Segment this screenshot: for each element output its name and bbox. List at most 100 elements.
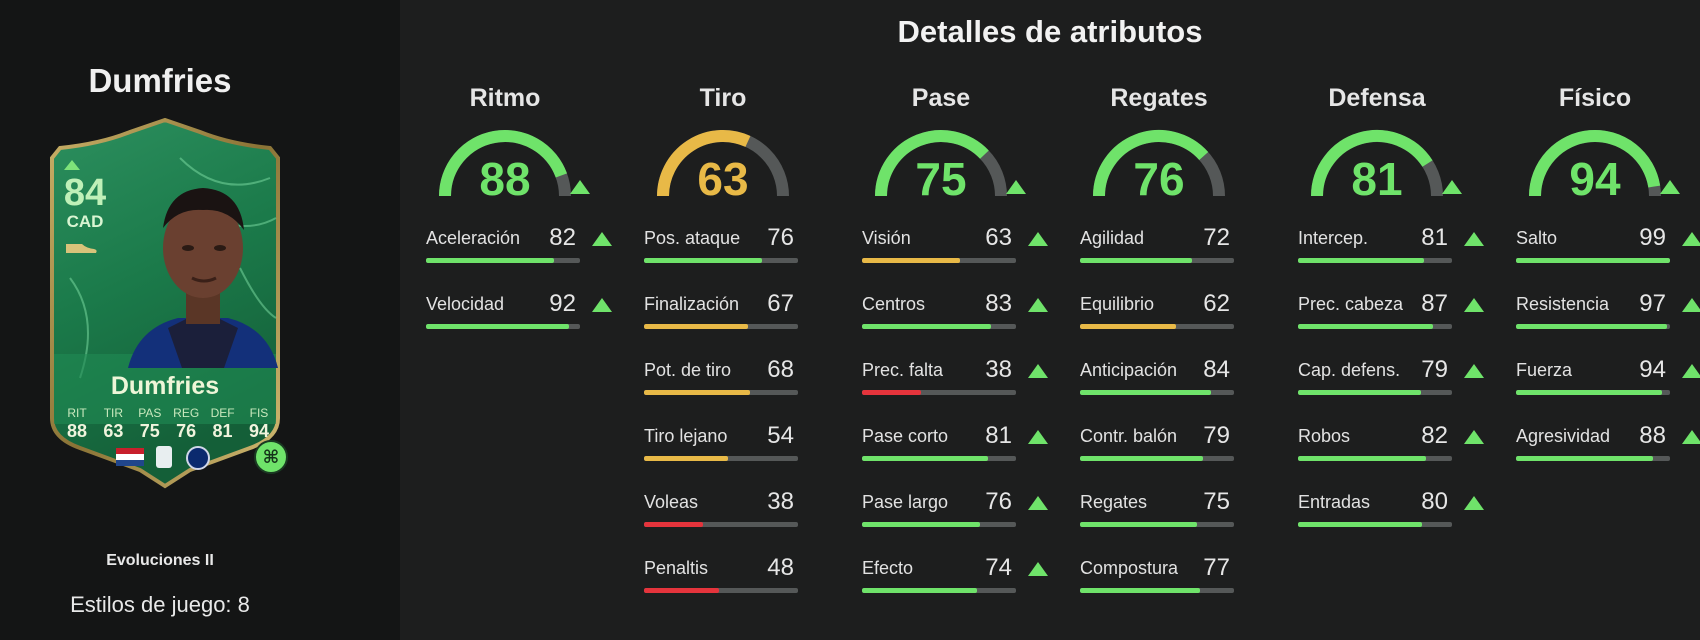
card-stat: TIR 63 <box>96 406 130 442</box>
card-stat: DEF 81 <box>206 406 240 442</box>
card-stat-label: PAS <box>138 406 162 420</box>
attribute-value: 62 <box>1203 290 1230 317</box>
card-stat: PAS 75 <box>133 406 167 442</box>
attribute-label: Agilidad <box>1080 228 1145 248</box>
attribute-bar-fill <box>862 456 988 461</box>
attribute-value: 81 <box>985 422 1012 449</box>
attribute-bar <box>1516 258 1670 263</box>
attribute-value: 82 <box>1421 422 1448 449</box>
gauge-fill <box>439 130 568 197</box>
attribute-bar-fill <box>1516 258 1670 263</box>
attribute-bar <box>426 258 580 263</box>
attribute-label: Salto <box>1516 228 1558 248</box>
upgrade-arrow-icon <box>1464 232 1484 246</box>
category-value: 76 <box>1133 153 1185 205</box>
attribute-bar-fill <box>1080 522 1197 527</box>
upgrade-arrow-icon <box>592 298 612 312</box>
attribute-label: Pos. ataque <box>644 228 741 248</box>
attribute-value: 76 <box>985 488 1012 515</box>
upgrade-arrow-icon <box>1028 496 1048 510</box>
attribute-bar <box>644 522 798 527</box>
card-stat-value: 88 <box>66 421 88 441</box>
attribute-bar <box>1080 390 1234 395</box>
club-badge-icon <box>186 446 210 470</box>
attribute-label: Pot. de tiro <box>644 360 732 380</box>
attribute-bar <box>862 522 1016 527</box>
attribute-row: Compostura 77 <box>1080 554 1280 598</box>
gauge-fill <box>1529 130 1661 197</box>
category-title: Físico <box>1558 84 1632 112</box>
attribute-bar-fill <box>644 588 719 593</box>
attribute-column: Físico 94 Salto 99 Resistencia 97 Fuerza 94 Agre… <box>1500 80 1700 640</box>
attribute-row: Agresividad 88 <box>1516 422 1700 466</box>
attribute-row: Tiro lejano 54 <box>644 422 844 466</box>
player-card[interactable]: 84 CAD Dumfries RIT 88 TIR 63 <box>40 118 290 490</box>
category-value: 94 <box>1569 153 1621 205</box>
card-stat-value: 75 <box>139 421 160 441</box>
page-title: Detalles de atributos <box>897 14 1203 49</box>
attribute-row: Resistencia 97 <box>1516 290 1700 334</box>
attribute-bar-fill <box>1516 390 1663 395</box>
attribute-label: Regates <box>1080 492 1148 512</box>
attribute-value: 79 <box>1203 422 1230 449</box>
upgrade-arrow-icon <box>1028 232 1048 246</box>
attribute-bar-fill <box>1298 258 1424 263</box>
gauge-fill <box>1311 130 1433 197</box>
attribute-row: Pase corto 81 <box>862 422 1062 466</box>
category-title: Defensa <box>1328 84 1426 112</box>
attribute-value: 74 <box>985 554 1012 581</box>
attribute-bar-fill <box>1516 324 1667 329</box>
upgrade-arrow-icon <box>1028 562 1048 576</box>
attribute-label: Compostura <box>1080 558 1179 578</box>
card-rating: 84 <box>63 172 107 214</box>
category-gauge <box>439 130 571 197</box>
category-value: 63 <box>697 153 749 205</box>
attribute-row: Pase largo 76 <box>862 488 1062 532</box>
attribute-value: 92 <box>549 290 576 317</box>
card-stat-label: TIR <box>103 406 124 420</box>
attribute-bar <box>644 390 798 395</box>
attribute-bar-fill <box>644 390 750 395</box>
player-photo <box>128 188 278 368</box>
evolution-title: Evoluciones II <box>106 552 214 569</box>
playstyles-count: Estilos de juego: 8 <box>70 592 250 617</box>
attribute-label: Aceleración <box>426 228 521 248</box>
attribute-label: Tiro lejano <box>644 426 728 446</box>
player-name: Dumfries <box>88 62 232 99</box>
attribute-column: Pase 75 Visión 63 Centros 83 Prec. falta 38 Pase… <box>846 80 1048 640</box>
attribute-row: Visión 63 <box>862 224 1062 268</box>
attribute-row: Anticipación 84 <box>1080 356 1280 400</box>
upgrade-arrow-icon <box>592 232 612 246</box>
attribute-label: Prec. cabeza <box>1298 294 1404 314</box>
attribute-row: Efecto 74 <box>862 554 1062 598</box>
attribute-row: Centros 83 <box>862 290 1062 334</box>
attribute-column: Tiro 63 Pos. ataque 76 Finalización 67 Pot. de… <box>628 80 818 640</box>
upgrade-arrow-icon <box>1464 298 1484 312</box>
attribute-bar <box>1080 522 1234 527</box>
card-stat: REG 76 <box>169 406 203 442</box>
attribute-bar-fill <box>1080 390 1211 395</box>
category-gauge <box>1093 129 1225 197</box>
upgrade-arrow-icon <box>1006 180 1026 194</box>
card-stat-label: RIT <box>67 406 87 420</box>
attribute-row: Salto 99 <box>1516 224 1700 268</box>
attribute-bar-fill <box>644 522 704 527</box>
attribute-row: Contr. balón 79 <box>1080 422 1280 466</box>
attribute-bar <box>862 456 1016 461</box>
attribute-value: 68 <box>767 356 794 383</box>
upgrade-arrow-icon <box>1028 430 1048 444</box>
attribute-row: Pos. ataque 76 <box>644 224 844 268</box>
player-panel: Dumfries 84 CAD <box>0 0 400 640</box>
attribute-label: Robos <box>1298 426 1351 446</box>
attribute-bar <box>1080 258 1234 263</box>
upgrade-arrow-icon <box>1682 232 1700 246</box>
attribute-bar <box>1516 390 1670 395</box>
category-gauge <box>657 130 789 197</box>
attribute-bar-fill <box>644 258 763 263</box>
attribute-label: Fuerza <box>1516 360 1573 380</box>
attribute-label: Contr. balón <box>1080 426 1178 446</box>
attribute-label: Pase largo <box>862 492 949 512</box>
attribute-value: 72 <box>1203 224 1230 251</box>
upgrade-arrow-icon <box>1464 430 1484 444</box>
attribute-label: Centros <box>862 294 926 314</box>
